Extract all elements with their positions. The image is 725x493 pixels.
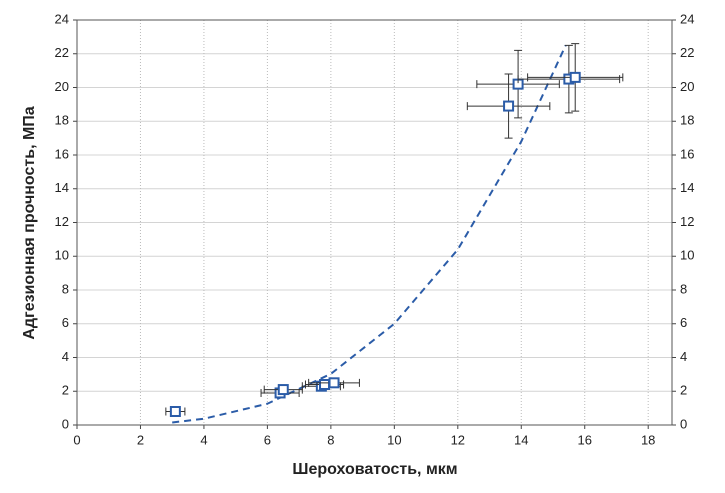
x-tick-label: 18	[641, 432, 655, 447]
x-tick-label: 16	[577, 432, 591, 447]
y2-tick-label: 18	[680, 113, 694, 128]
y-tick-label: 12	[55, 214, 69, 229]
x-axis-label: Шероховатость, мкм	[292, 461, 457, 478]
point	[169, 406, 181, 417]
y2-tick-label: 20	[680, 79, 694, 94]
y-tick-label: 16	[55, 146, 69, 161]
x-tick-label: 0	[73, 432, 80, 447]
y2-tick-label: 14	[680, 180, 694, 195]
y2-tick-label: 12	[680, 214, 694, 229]
y2-tick-label: 10	[680, 248, 694, 263]
y2-tick-label: 6	[680, 315, 687, 330]
y-tick-label: 0	[62, 416, 69, 431]
x-tick-label: 14	[514, 432, 528, 447]
y2-tick-label: 2	[680, 383, 687, 398]
y-axis-label: Адгезионная прочность, МПа	[21, 106, 38, 339]
x-tick-label: 8	[327, 432, 334, 447]
point	[319, 379, 331, 390]
y-tick-label: 24	[55, 11, 69, 26]
x-tick-label: 4	[200, 432, 207, 447]
y2-tick-label: 0	[680, 416, 687, 431]
point	[503, 100, 515, 112]
y2-tick-label: 4	[680, 349, 687, 364]
plot-frame	[76, 19, 673, 426]
y-tick-label: 4	[62, 349, 69, 364]
point	[328, 377, 340, 389]
y-tick-label: 14	[55, 180, 69, 195]
y-tick-label: 22	[55, 45, 69, 60]
y-tick-label: 10	[55, 248, 69, 263]
y-tick-label: 6	[62, 315, 69, 330]
y-tick-label: 8	[62, 281, 69, 296]
x-tick-label: 12	[451, 432, 465, 447]
y-tick-label: 20	[55, 79, 69, 94]
x-tick-label: 6	[264, 432, 271, 447]
y2-tick-label: 8	[680, 281, 687, 296]
x-tick-label: 2	[137, 432, 144, 447]
y2-tick-label: 22	[680, 45, 694, 60]
y2-tick-label: 24	[680, 11, 694, 26]
x-tick-label: 10	[387, 432, 401, 447]
y-tick-label: 18	[55, 113, 69, 128]
y-tick-label: 2	[62, 383, 69, 398]
y2-tick-label: 16	[680, 146, 694, 161]
point	[569, 71, 581, 83]
point	[277, 384, 289, 396]
trend-line	[172, 44, 567, 424]
